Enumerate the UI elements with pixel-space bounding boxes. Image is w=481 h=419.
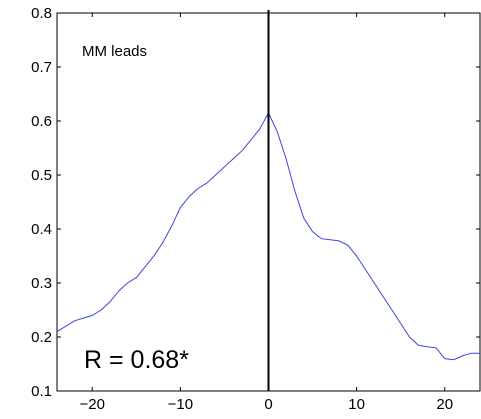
axis-ticks: −20 −10 0 10 20 0.1 0.2 0.3 0.4 0.5 0.6 0.7 0.8	[31, 5, 480, 413]
x-tick-label: −20	[80, 396, 105, 413]
y-tick-label: 0.3	[31, 275, 52, 292]
annotation-correlation: R = 0.68*	[84, 346, 189, 374]
annotation-mm-leads: MM leads	[82, 43, 147, 60]
y-tick-label: 0.5	[31, 167, 52, 184]
y-tick-label: 0.1	[31, 383, 52, 400]
x-tick-label: 10	[348, 396, 365, 413]
y-tick-label: 0.4	[31, 221, 52, 238]
x-tick-label: −10	[168, 396, 193, 413]
y-tick-label: 0.6	[31, 113, 52, 130]
y-tick-label: 0.8	[31, 5, 52, 22]
y-tick-label: 0.2	[31, 329, 52, 346]
x-tick-label: 0	[264, 396, 272, 413]
x-tick-label: 20	[436, 396, 453, 413]
y-tick-label: 0.7	[31, 59, 52, 76]
